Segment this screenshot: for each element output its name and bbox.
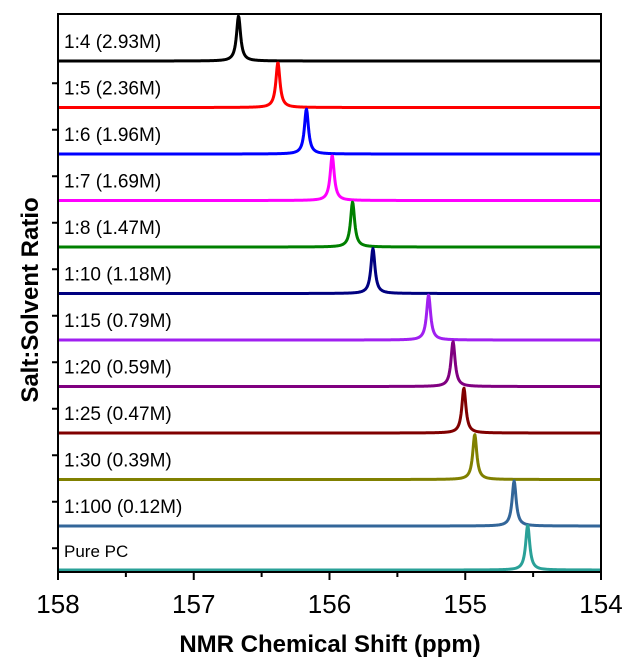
- spectrum-line: [57, 386, 602, 435]
- spectrum-line: [57, 107, 602, 156]
- spectrum-line: [57, 200, 602, 249]
- spectrum-line: [57, 524, 602, 572]
- spectrum-line: [57, 61, 602, 109]
- series-label: 1:25 (0.47M): [64, 404, 172, 425]
- series-label: 1:5 (2.36M): [64, 79, 161, 100]
- series-label: 1:4 (2.93M): [64, 32, 161, 53]
- spectrum-line: [57, 247, 602, 295]
- x-tick-label: 156: [308, 589, 351, 619]
- spectrum-line: [57, 154, 602, 202]
- spectrum-line: [57, 479, 602, 528]
- series-label: 1:30 (0.39M): [64, 451, 172, 472]
- series-label: 1:6 (1.96M): [64, 125, 161, 146]
- spectrum-line: [57, 293, 602, 342]
- series-label: 1:7 (1.69M): [64, 172, 161, 193]
- spectrum-line: [57, 340, 602, 388]
- y-tick-layer: [52, 82, 58, 550]
- series-label: Pure PC: [64, 542, 128, 561]
- spectrum-line: [57, 433, 602, 481]
- y-axis-label: Salt:Solvent Ratio: [17, 197, 44, 402]
- x-axis: 158 157 156 155 154: [36, 572, 623, 619]
- series-label: 1:15 (0.79M): [64, 311, 172, 332]
- series-label: 1:20 (0.59M): [64, 358, 172, 379]
- series-label-layer: 1:4 (2.93M) 1:5 (2.36M) 1:6 (1.96M) 1:7 (1.…: [64, 32, 182, 561]
- series-layer: [57, 14, 602, 572]
- series-label: 1:100 (0.12M): [64, 497, 182, 518]
- x-tick-label: 155: [444, 589, 487, 619]
- series-label: 1:8 (1.47M): [64, 218, 161, 239]
- x-tick-label: 157: [172, 589, 215, 619]
- spectrum-line: [57, 14, 602, 63]
- x-tick-label: 154: [579, 589, 622, 619]
- x-axis-label: NMR Chemical Shift (ppm): [179, 631, 480, 658]
- x-tick-label: 158: [36, 589, 79, 619]
- series-label: 1:10 (1.18M): [64, 265, 172, 286]
